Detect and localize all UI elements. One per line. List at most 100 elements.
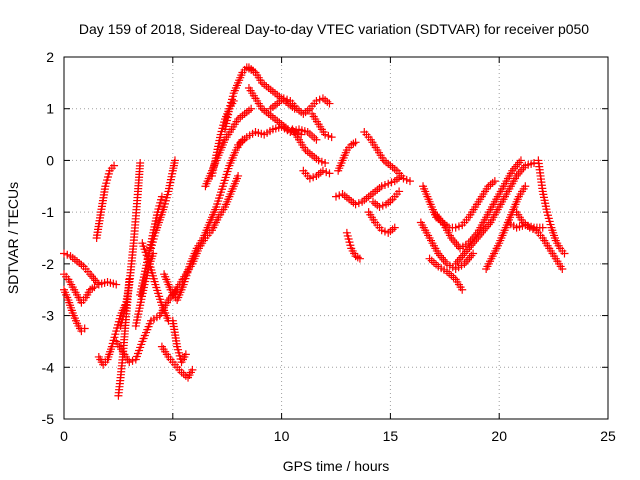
- series-arc-14: [168, 316, 190, 367]
- data-point-marker: [386, 227, 395, 236]
- data-point-marker: [516, 156, 525, 165]
- data-point-marker: [262, 82, 271, 91]
- y-tick-label: -1: [42, 204, 55, 220]
- data-point-marker: [260, 80, 269, 89]
- y-tick-label: 0: [46, 152, 54, 168]
- series-arc-01: [60, 249, 121, 289]
- data-point-marker: [73, 257, 82, 266]
- series-arc-36: [429, 156, 525, 253]
- data-point-marker: [432, 260, 441, 269]
- data-point-marker: [395, 187, 404, 196]
- series-arc-19: [221, 63, 256, 134]
- data-point-marker: [244, 106, 253, 115]
- data-point-marker: [112, 280, 121, 289]
- series-arc-24: [288, 125, 330, 168]
- series-arc-29: [342, 228, 364, 263]
- data-point-marker: [110, 161, 119, 170]
- data-point-marker: [386, 161, 395, 170]
- data-point-marker: [89, 274, 98, 283]
- y-tick-label: 1: [46, 101, 54, 117]
- data-point-marker: [247, 65, 256, 74]
- data-point-marker: [368, 189, 377, 198]
- data-point-marker: [342, 193, 351, 202]
- data-point-marker: [266, 111, 275, 120]
- data-point-marker: [465, 253, 474, 262]
- data-point-marker: [242, 108, 251, 117]
- data-point-marker: [266, 85, 275, 94]
- data-point-marker: [458, 251, 467, 260]
- series-arc-04: [92, 161, 119, 242]
- data-point-marker: [136, 159, 145, 168]
- data-point-marker: [275, 97, 284, 106]
- data-point-marker: [238, 111, 247, 120]
- data-point-marker: [157, 192, 166, 201]
- chart-title: Day 159 of 2018, Sidereal Day-to-day VTE…: [79, 21, 589, 37]
- data-point-marker: [308, 151, 317, 160]
- data-point-marker: [382, 158, 391, 167]
- data-point-marker: [445, 269, 454, 278]
- data-point-marker: [449, 273, 458, 282]
- data-point-marker: [170, 156, 179, 165]
- x-tick-label: 0: [60, 428, 68, 444]
- data-point-marker: [271, 89, 280, 98]
- series-arc-03: [60, 270, 99, 307]
- data-point-marker: [275, 118, 284, 127]
- x-tick-label: 15: [383, 428, 399, 444]
- data-point-marker: [463, 255, 472, 264]
- data-point-marker: [271, 115, 280, 124]
- data-point-marker: [310, 152, 319, 161]
- series-arc-23: [266, 94, 334, 118]
- data-point-marker: [453, 257, 462, 266]
- data-point-marker: [351, 138, 360, 147]
- data-point-marker: [234, 171, 243, 180]
- data-point-marker: [467, 251, 476, 260]
- series-arc-11: [138, 239, 173, 325]
- series-arc-26: [308, 109, 336, 142]
- data-point-marker: [364, 192, 373, 201]
- x-tick-label: 10: [274, 428, 290, 444]
- data-point-marker: [240, 109, 249, 118]
- series-arc-25: [299, 166, 334, 183]
- series-arc-33: [416, 218, 478, 274]
- x-tick-label: 20: [491, 428, 507, 444]
- data-point-marker: [295, 106, 304, 115]
- data-point-marker: [303, 106, 312, 115]
- data-point-marker: [264, 109, 273, 118]
- data-point-marker: [447, 271, 456, 280]
- series-arc-16: [168, 171, 243, 299]
- data-point-marker: [273, 116, 282, 125]
- series-arc-18: [207, 96, 238, 180]
- y-axis-label: SDTVAR / TECUs: [5, 182, 21, 294]
- data-point-marker: [273, 90, 282, 99]
- data-point-marker: [429, 258, 438, 267]
- data-point-marker: [264, 84, 273, 93]
- data-point-marker: [439, 255, 448, 264]
- data-point-marker: [80, 324, 89, 333]
- data-point-marker: [70, 255, 79, 264]
- series-arc-31: [364, 208, 399, 237]
- series-arc-37: [451, 159, 539, 268]
- data-point-marker: [77, 260, 86, 269]
- data-point-marker: [345, 195, 354, 204]
- data-point-marker: [273, 99, 282, 108]
- grid-layer: [64, 57, 608, 419]
- series-arc-27: [332, 171, 406, 209]
- x-tick-label: 25: [600, 428, 616, 444]
- data-point-marker: [268, 87, 277, 96]
- series-arc-28: [334, 138, 360, 175]
- data-point-marker: [188, 365, 197, 374]
- series-arc-13: [157, 342, 197, 382]
- data-point-marker: [481, 224, 490, 233]
- series-arc-30: [360, 127, 414, 186]
- data-point-marker: [458, 285, 467, 294]
- data-point-marker: [371, 199, 380, 208]
- data-point-marker: [179, 370, 188, 379]
- y-tick-label: -5: [42, 411, 55, 427]
- data-point-marker: [268, 113, 277, 122]
- data-point-marker: [355, 254, 364, 263]
- data-point-marker: [425, 254, 434, 263]
- data-point-marker: [271, 101, 280, 110]
- data-point-marker: [441, 257, 450, 266]
- y-tick-label: 2: [46, 49, 54, 65]
